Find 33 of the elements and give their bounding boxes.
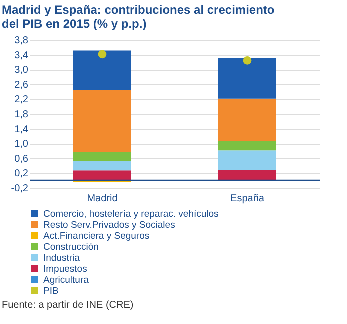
bar <box>218 98 276 142</box>
y-tick-label: 1,0 <box>14 139 29 150</box>
bar <box>74 170 132 181</box>
y-tick-label: 1,8 <box>14 110 29 120</box>
y-tick-label: 3,4 <box>14 50 29 62</box>
legend-label: Industria <box>44 252 81 264</box>
source-note: Fuente: a partir de INE (CRE) <box>2 300 134 311</box>
legend-label: Impuestos <box>44 264 88 275</box>
bar <box>218 141 276 151</box>
y-tick-label: -0,2 <box>11 184 29 194</box>
legend-label: PIB <box>44 286 59 297</box>
x-tick-label: Madrid <box>87 194 118 204</box>
bar <box>74 152 132 161</box>
y-tick-label: 3,0 <box>14 65 29 76</box>
y-tick-label: 1,4 <box>14 124 29 136</box>
y-tick-label: 2,2 <box>14 94 29 106</box>
legend-label: Agricultura <box>44 274 90 286</box>
bar <box>74 160 132 171</box>
bar <box>74 50 132 90</box>
legend-label: Construcción <box>44 242 99 253</box>
y-tick-label: 0,2 <box>14 168 29 180</box>
y-tick-label: 3,8 <box>14 36 29 46</box>
legend-label: Act.Financiera y Seguros <box>44 230 150 242</box>
bar <box>218 150 276 170</box>
chart-title: Madrid y España: contribuciones al crecimiento del PIB en 2015 (% y p.p.) <box>2 3 275 31</box>
y-tick-label: 2,6 <box>14 80 29 91</box>
legend-label: Comercio, hostelería y reparac. vehículos <box>44 208 220 220</box>
bar <box>218 58 276 99</box>
bar <box>74 90 132 152</box>
legend-label: Resto Serv.Privados y Sociales <box>44 220 176 231</box>
y-tick-label: 0,6 <box>14 154 29 165</box>
bar <box>218 170 276 181</box>
x-tick-label: España <box>230 194 265 204</box>
